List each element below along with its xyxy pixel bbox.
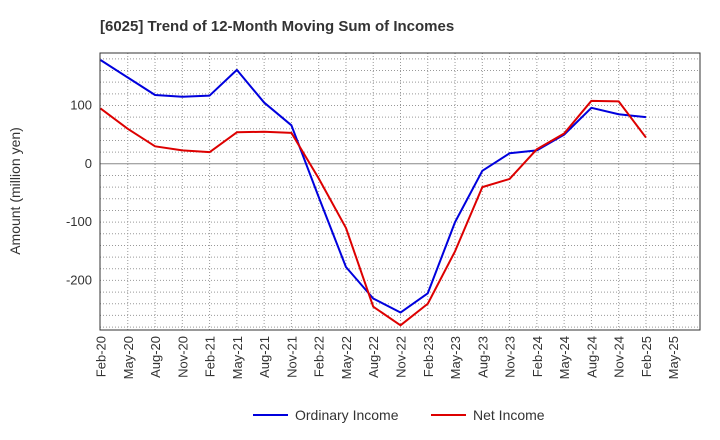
x-tick-label: Feb-22 (312, 336, 327, 377)
x-tick-label: Aug-22 (366, 336, 381, 378)
x-tick-label: Nov-22 (394, 336, 409, 378)
x-tick-label: Feb-24 (530, 336, 545, 377)
chart-title: [6025] Trend of 12-Month Moving Sum of I… (100, 18, 454, 35)
x-tick-label: Nov-21 (284, 336, 299, 378)
y-tick-label: 100 (70, 97, 92, 112)
series-line-ordinary-income (99, 59, 647, 314)
grid-lines (100, 53, 700, 330)
x-tick-label: Feb-25 (639, 336, 654, 377)
legend-label: Ordinary Income (295, 407, 399, 423)
x-tick-label: Aug-21 (257, 336, 272, 378)
y-tick-label: -100 (66, 214, 92, 229)
x-tick-label: Aug-24 (584, 336, 599, 378)
x-tick-label: Feb-23 (421, 336, 436, 377)
x-tick-label: Nov-24 (612, 336, 627, 378)
x-tick-label: May-21 (230, 336, 245, 379)
y-tick-label: 0 (85, 156, 92, 171)
x-tick-label: May-25 (666, 336, 681, 379)
series-line-net-income (99, 99, 647, 327)
plot-area-frame (99, 52, 701, 331)
x-tick-label: Aug-20 (148, 336, 163, 378)
y-axis-label: Amount (million yen) (7, 127, 23, 255)
x-axis-ticks: Feb-20 May-20 Aug-20 Nov-20 Feb-21 May-21 Aug-… (94, 336, 682, 379)
legend: Ordinary Income Net Income (253, 407, 545, 423)
x-tick-label: May-23 (448, 336, 463, 379)
x-tick-label: Nov-23 (503, 336, 518, 378)
x-tick-label: May-22 (339, 336, 354, 379)
x-tick-label: May-20 (121, 336, 136, 379)
x-tick-label: May-24 (557, 336, 572, 379)
y-tick-label: -200 (66, 272, 92, 287)
y-axis-ticks: 100 0 -100 -200 (66, 97, 92, 287)
x-tick-label: Feb-21 (203, 336, 218, 377)
x-tick-label: Feb-20 (94, 336, 109, 377)
legend-label: Net Income (473, 407, 545, 423)
series-lines (99, 59, 647, 327)
x-tick-label: Nov-20 (175, 336, 190, 378)
x-tick-label: Aug-23 (475, 336, 490, 378)
